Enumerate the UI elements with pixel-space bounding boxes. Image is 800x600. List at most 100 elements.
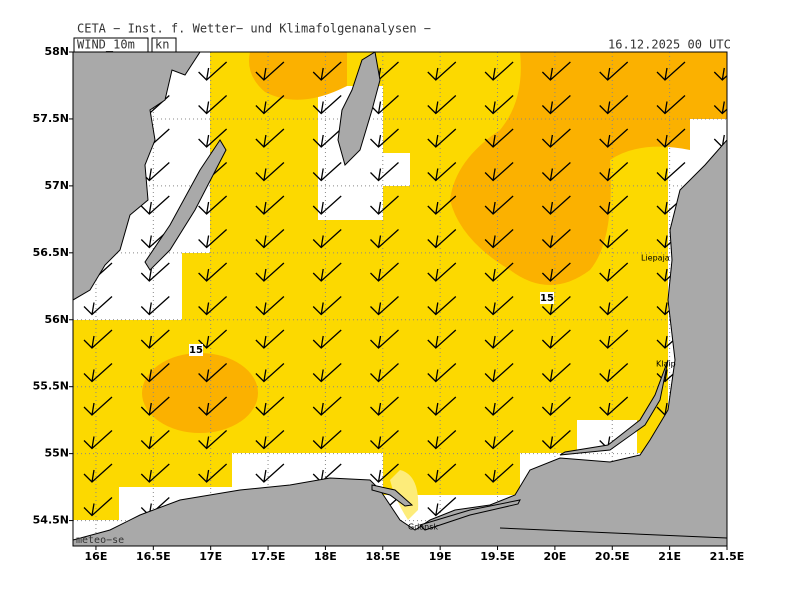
wind-barb xyxy=(198,463,228,483)
wind-barb xyxy=(140,296,170,316)
wind-barb xyxy=(255,262,285,282)
wind-barb xyxy=(140,430,170,450)
wind-barb xyxy=(312,363,342,383)
wind-barb xyxy=(484,95,514,115)
border-line xyxy=(499,527,727,539)
wind-barb xyxy=(427,128,457,148)
wind-barb xyxy=(427,463,457,483)
contour-label: 15 xyxy=(189,345,203,356)
wind-barb xyxy=(484,329,514,349)
wind-barb xyxy=(484,262,514,282)
wind-field-orange xyxy=(249,52,347,100)
wind-barb xyxy=(484,229,514,249)
wind-barb xyxy=(312,195,342,215)
wind-barb xyxy=(198,229,228,249)
valid-time: 16.12.2025 00 UTC xyxy=(608,38,731,52)
unit: kn xyxy=(155,38,169,52)
land-gotland xyxy=(337,52,381,166)
wind-barb xyxy=(198,329,228,349)
wind-field-orange xyxy=(142,353,258,433)
wind-barb xyxy=(312,430,342,450)
wind-barb xyxy=(484,430,514,450)
wind-barb xyxy=(83,329,113,349)
wind-barb xyxy=(427,497,457,517)
lat-tick-label: 57N xyxy=(44,179,69,192)
wind-barb xyxy=(713,67,727,81)
place-name: Klaip xyxy=(656,360,676,369)
wind-barb xyxy=(140,329,170,349)
wind-barb xyxy=(255,61,285,81)
wind-barb xyxy=(427,396,457,416)
wind-barb xyxy=(599,128,629,148)
wind-barb xyxy=(198,296,228,316)
wind-barb xyxy=(198,128,228,148)
credit: meteo−se xyxy=(76,535,124,546)
wind-barb xyxy=(484,61,514,81)
wind-barb xyxy=(83,497,113,517)
contour-label-bg xyxy=(540,292,554,304)
wind-barb xyxy=(541,95,571,115)
wind-barb xyxy=(599,296,629,316)
land-oland xyxy=(144,139,227,271)
wind-barb xyxy=(83,463,113,483)
lon-tick-label: 21E xyxy=(658,550,681,563)
place-name: Liepaja xyxy=(641,254,670,263)
lon-tick-label: 18.5E xyxy=(365,550,400,563)
wind-barb xyxy=(484,396,514,416)
wind-barb xyxy=(541,430,571,450)
contour-label-bg xyxy=(189,344,203,356)
wind-barb xyxy=(370,128,399,148)
wind-barb xyxy=(370,195,399,215)
wind-field-light xyxy=(390,470,419,520)
wind-barb xyxy=(599,262,629,282)
wind-barb xyxy=(370,296,399,316)
map-labels: 15 15 Liepaja Klaip Gdansk xyxy=(189,254,676,532)
wind-barb xyxy=(484,463,514,483)
unit-box xyxy=(151,37,177,53)
wind-barb xyxy=(541,162,571,182)
wind-barb xyxy=(370,162,399,182)
lon-tick-label: 17E xyxy=(199,550,222,563)
wind-barb xyxy=(427,430,457,450)
wind-barb xyxy=(370,430,399,450)
wind-barb xyxy=(427,229,457,249)
wind-barb xyxy=(198,430,228,450)
axis-labels: 16E 16.5E 17E 17.5E 18E 18.5E 19E 19.5E 20E 20.5E… xyxy=(33,45,745,563)
wind-barb xyxy=(484,363,514,383)
lat-tick-label: 54.5N xyxy=(33,514,69,527)
wind-barb xyxy=(255,430,285,450)
wind-barb xyxy=(140,396,170,416)
wind-barb xyxy=(312,229,342,249)
wind-barb xyxy=(484,195,514,215)
wind-barb xyxy=(312,162,342,182)
header-title: CETA − Inst. f. Wetter− und Klimafolgena… xyxy=(77,22,431,36)
wind-barb xyxy=(541,61,571,81)
wind-barb xyxy=(255,162,285,182)
wind-barb xyxy=(599,95,629,115)
land-baltic-east xyxy=(73,139,727,546)
wind-barb xyxy=(140,463,170,483)
wind-barb xyxy=(140,195,170,215)
wind-barb xyxy=(599,195,629,215)
lon-tick-label: 16E xyxy=(85,550,108,563)
lon-tick-label: 20.5E xyxy=(595,550,630,563)
wind-barb xyxy=(599,229,629,249)
wind-barb xyxy=(656,95,686,115)
wind-barb xyxy=(198,363,228,383)
wind-barb xyxy=(255,396,285,416)
wind-barb xyxy=(541,229,571,249)
lat-tick-label: 56N xyxy=(44,313,69,326)
place-name: Gdansk xyxy=(408,523,438,532)
land-sweden xyxy=(73,52,201,301)
lat-tick-label: 55.5N xyxy=(33,380,69,393)
wind-barb xyxy=(370,229,399,249)
wind-barb xyxy=(484,128,514,148)
wind-barb xyxy=(198,262,228,282)
wind-field-orange xyxy=(450,52,727,285)
wind-barb xyxy=(83,396,113,416)
lat-tick-label: 58N xyxy=(44,45,69,58)
wind-barb xyxy=(255,363,285,383)
wind-barb xyxy=(427,363,457,383)
map-area: 15 15 Liepaja Klaip Gdansk xyxy=(73,52,727,546)
wind-barb xyxy=(198,61,228,81)
